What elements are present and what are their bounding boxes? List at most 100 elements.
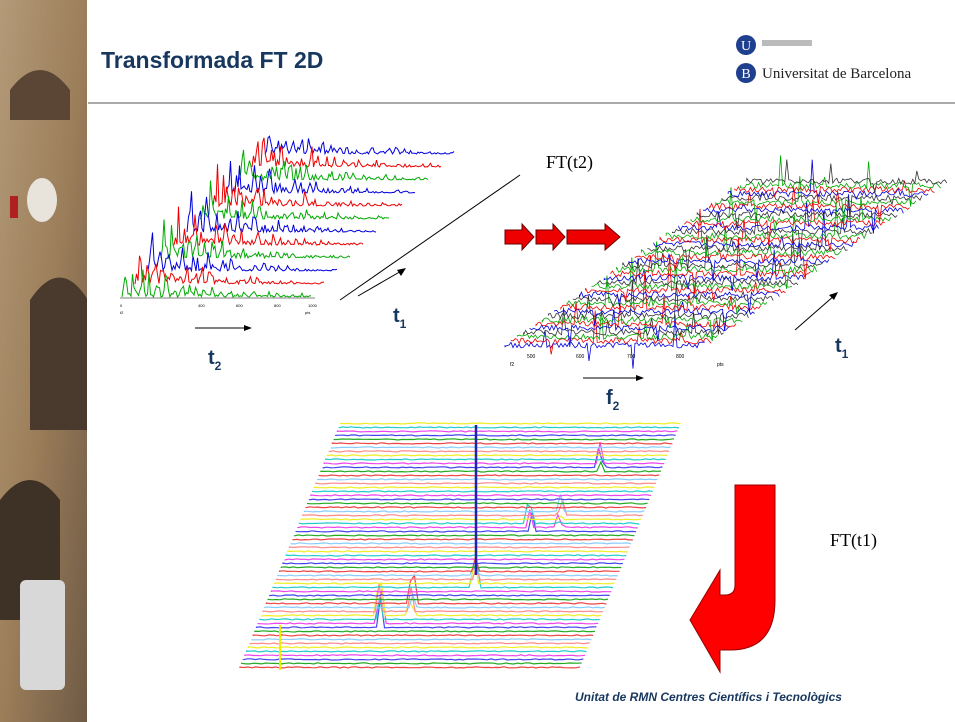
arrowhead	[636, 375, 644, 381]
2d-trace	[337, 431, 677, 432]
2d-trace	[285, 559, 625, 560]
2d-trace	[243, 659, 583, 660]
red-arrow	[505, 224, 534, 250]
spectrum-trace	[555, 302, 755, 331]
2d-trace	[245, 655, 585, 656]
axis-label: f2	[606, 387, 620, 413]
ft-t1-label: FT(t1)	[830, 530, 877, 551]
arrow	[795, 295, 835, 330]
spectrum-trace	[741, 155, 941, 206]
2d-trace	[291, 543, 631, 544]
2d-trace	[329, 451, 669, 452]
tick-label: pts	[717, 362, 724, 368]
fid-trace	[265, 136, 454, 154]
2d-trace	[271, 591, 611, 592]
2d-trace	[268, 599, 608, 600]
2d-trace	[316, 483, 656, 484]
tick-label: f2	[510, 362, 514, 368]
tick-label: 0	[120, 303, 123, 308]
2d-trace	[253, 635, 593, 636]
red-arrow	[536, 224, 565, 250]
2d-trace	[326, 459, 666, 460]
2d-trace	[301, 516, 641, 520]
2d-trace	[293, 539, 633, 540]
2d-trace	[248, 647, 588, 648]
slide-title: Transformada FT 2D	[101, 47, 323, 73]
red-arrows	[505, 224, 620, 250]
2d-trace	[247, 651, 587, 652]
arrowhead	[244, 325, 252, 331]
tick-label: 600	[576, 354, 585, 360]
2d-trace	[294, 535, 634, 536]
2d-trace	[341, 423, 681, 424]
2d-trace	[308, 503, 648, 504]
tick-label: 1000	[308, 303, 318, 308]
2d-trace	[290, 547, 630, 548]
axis-label: t2	[208, 347, 222, 373]
tick-label: 400	[198, 303, 205, 308]
spectrum-trace	[641, 227, 841, 268]
ft-t2-label: FT(t2)	[546, 152, 593, 173]
2d-trace	[319, 475, 659, 476]
2d-trace	[313, 491, 653, 492]
2d-trace	[324, 442, 664, 464]
slide-canvas: Transformada FT 2D U B Universitat de Ba…	[0, 0, 955, 722]
slide: Transformada FT 2D U B Universitat de Ba…	[0, 0, 955, 722]
photo-magnet	[27, 178, 57, 222]
axis-label: t1	[393, 305, 407, 331]
2d-trace	[281, 567, 621, 568]
curved-red-arrow	[690, 485, 775, 672]
logo-name: Universitat de Barcelona	[762, 66, 911, 82]
tick-label: t2	[120, 310, 124, 315]
photo-arch	[30, 278, 88, 431]
axis-label: t1	[835, 335, 849, 361]
fid-trace	[252, 138, 441, 167]
spectrum-trace	[542, 316, 742, 341]
photo-detail	[10, 196, 18, 218]
2d-trace	[252, 639, 592, 640]
tick-label: 600	[236, 303, 243, 308]
2d-trace	[311, 495, 651, 496]
axis-label-sub: 2	[613, 399, 620, 413]
axis-label-sub: 1	[842, 347, 849, 361]
axis-line	[340, 175, 520, 300]
2d-trace	[314, 487, 654, 488]
2d-trace	[332, 443, 672, 444]
2d-trace	[283, 563, 623, 564]
2d-trace	[270, 595, 610, 596]
2d-trace	[276, 568, 616, 581]
logo-u: U	[741, 39, 751, 54]
spectrum-trace	[598, 258, 798, 288]
spectrum-trace	[734, 181, 934, 205]
red-arrow	[567, 224, 620, 250]
2d-trace	[286, 555, 626, 556]
2d-trace	[318, 479, 658, 480]
2d-trace	[334, 439, 674, 440]
2d-trace	[288, 551, 628, 552]
2d-trace	[327, 455, 667, 456]
logo-b: B	[741, 67, 750, 82]
axis-label-sub: 2	[215, 359, 222, 373]
2d-trace	[339, 427, 679, 428]
2d-trace	[240, 667, 580, 668]
tick-label: 700	[627, 354, 636, 360]
tick-label: 500	[527, 354, 536, 360]
2d-trace	[331, 447, 671, 448]
spectrum-trace	[536, 296, 736, 327]
footer: Unitat de RMN Centres Científics i Tecno…	[575, 690, 842, 704]
2d-trace	[242, 663, 582, 664]
tick-label: pts	[305, 310, 310, 315]
2d-trace	[255, 631, 595, 632]
spectrum-trace	[654, 210, 854, 247]
photo-magnet	[20, 580, 65, 690]
logo-building	[762, 40, 812, 46]
2d-trace	[309, 499, 649, 500]
2d-trace	[250, 643, 590, 644]
tick-label: 800	[274, 303, 281, 308]
2d-trace	[265, 595, 605, 608]
spectrum-trace	[505, 315, 705, 369]
arrowhead	[397, 268, 406, 276]
2d-trace	[336, 435, 676, 436]
axis-label-sub: 1	[400, 317, 407, 331]
tick-label: 800	[676, 354, 685, 360]
